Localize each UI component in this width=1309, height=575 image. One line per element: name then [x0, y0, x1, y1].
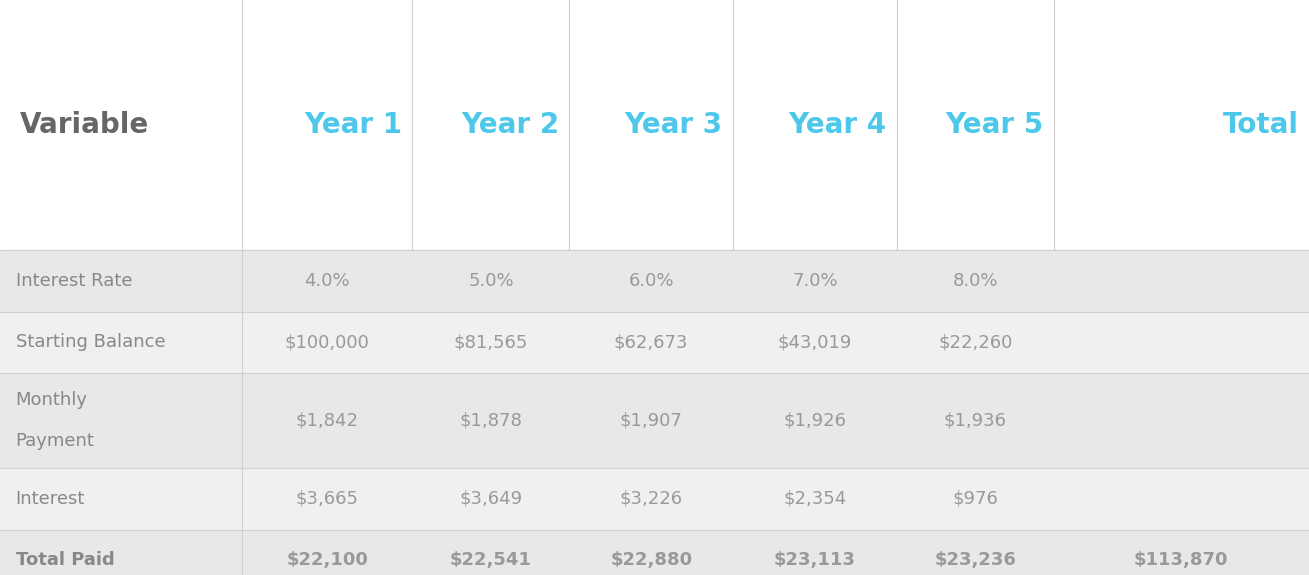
Bar	[0, 530, 1309, 575]
Text: $23,113: $23,113	[774, 551, 856, 569]
Text: $1,926: $1,926	[783, 412, 847, 430]
Text: Variable: Variable	[20, 111, 149, 139]
Text: Year 5: Year 5	[945, 111, 1043, 139]
Text: $1,878: $1,878	[459, 412, 522, 430]
Text: 7.0%: 7.0%	[792, 272, 838, 290]
Text: $976: $976	[952, 490, 999, 508]
Text: Year 3: Year 3	[624, 111, 723, 139]
Text: $81,565: $81,565	[454, 334, 528, 351]
Bar	[0, 312, 1309, 373]
Text: Interest: Interest	[16, 490, 85, 508]
Text: $1,907: $1,907	[619, 412, 683, 430]
Text: $3,226: $3,226	[619, 490, 683, 508]
Text: $1,842: $1,842	[296, 412, 359, 430]
Text: Starting Balance: Starting Balance	[16, 334, 165, 351]
Text: Total: Total	[1223, 111, 1299, 139]
Text: $62,673: $62,673	[614, 334, 689, 351]
Text: Year 2: Year 2	[461, 111, 559, 139]
Bar	[0, 250, 1309, 312]
Text: Year 1: Year 1	[304, 111, 402, 139]
Text: $23,236: $23,236	[935, 551, 1016, 569]
Text: $22,541: $22,541	[450, 551, 531, 569]
Text: $100,000: $100,000	[285, 334, 369, 351]
Text: 5.0%: 5.0%	[469, 272, 513, 290]
Bar	[0, 0, 1309, 250]
Text: $113,870: $113,870	[1134, 551, 1229, 569]
Text: Monthly: Monthly	[16, 391, 88, 409]
Text: Total Paid: Total Paid	[16, 551, 114, 569]
Text: $22,260: $22,260	[939, 334, 1012, 351]
Text: $22,880: $22,880	[610, 551, 692, 569]
Text: $2,354: $2,354	[783, 490, 847, 508]
Text: $3,649: $3,649	[459, 490, 522, 508]
Text: $3,665: $3,665	[296, 490, 359, 508]
Text: Payment: Payment	[16, 432, 94, 450]
Bar	[0, 373, 1309, 468]
Text: $22,100: $22,100	[287, 551, 368, 569]
Text: 6.0%: 6.0%	[628, 272, 674, 290]
Text: 4.0%: 4.0%	[305, 272, 350, 290]
Text: Interest Rate: Interest Rate	[16, 272, 132, 290]
Text: $43,019: $43,019	[778, 334, 852, 351]
Text: 8.0%: 8.0%	[953, 272, 997, 290]
Text: Year 4: Year 4	[788, 111, 886, 139]
Text: $1,936: $1,936	[944, 412, 1007, 430]
Bar	[0, 468, 1309, 530]
